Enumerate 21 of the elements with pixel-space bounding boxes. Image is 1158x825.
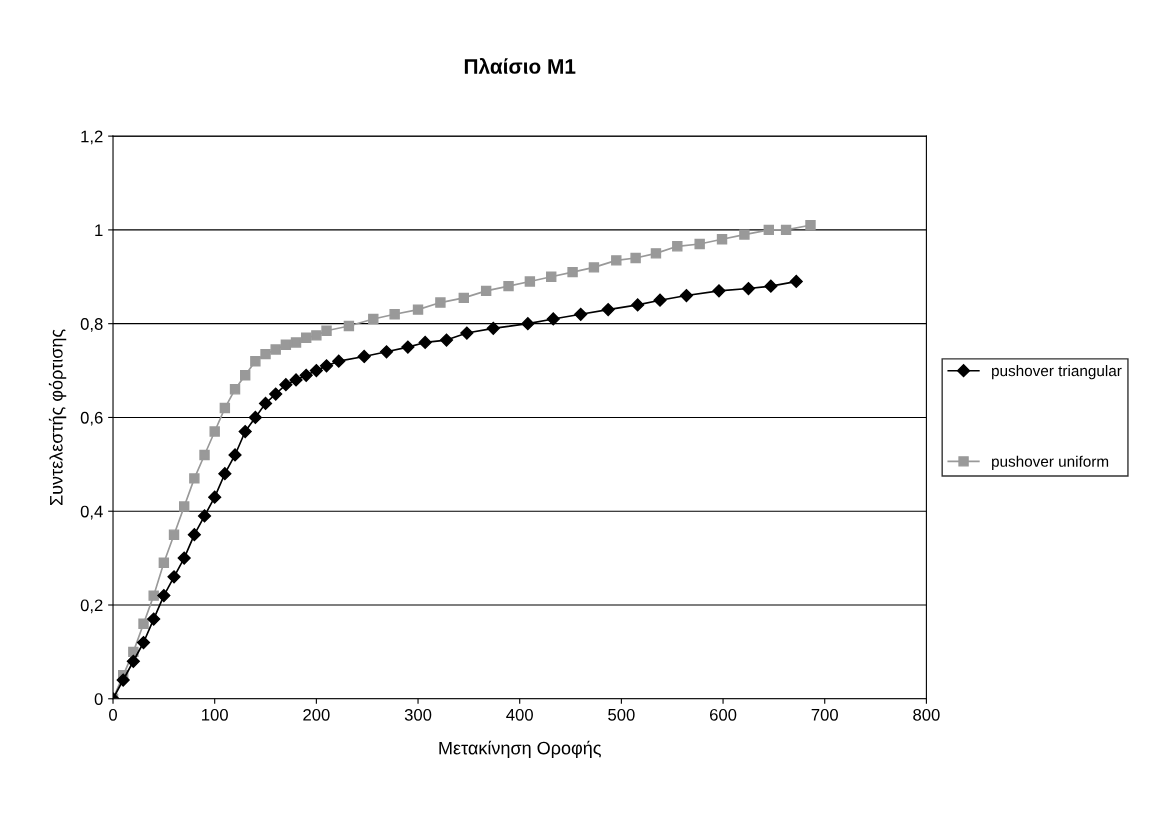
y-tick-label: 1 [95,224,103,236]
legend-label: pushover uniform [992,455,1109,470]
y-tick-label: 0,2 [80,599,103,614]
x-tick-label: 200 [303,708,330,721]
x-tick-label: 400 [506,708,533,721]
legend-label: pushover triangular [992,365,1122,380]
x-tick-label: 800 [913,708,940,721]
y-tick-label: 0 [94,693,103,705]
x-axis-title: Μετακίνηση Οροφής [439,740,601,759]
y-tick-label: 0,8 [80,318,103,332]
x-tick-label: 600 [710,708,737,721]
chart-title: Πλαίσιο Μ1 [464,57,576,74]
y-tick-label: 0,4 [80,505,103,520]
x-tick-label: 500 [608,708,635,721]
y-tick-label: 0,6 [80,411,103,426]
x-tick-label: 700 [811,708,838,721]
y-tick-label: 1,2 [81,130,103,145]
x-tick-label: 300 [404,708,432,721]
x-tick-label: 0 [109,708,117,721]
x-tick-label: 100 [202,708,228,721]
y-axis-title: Συντελεστής φόρτισης [48,329,67,506]
